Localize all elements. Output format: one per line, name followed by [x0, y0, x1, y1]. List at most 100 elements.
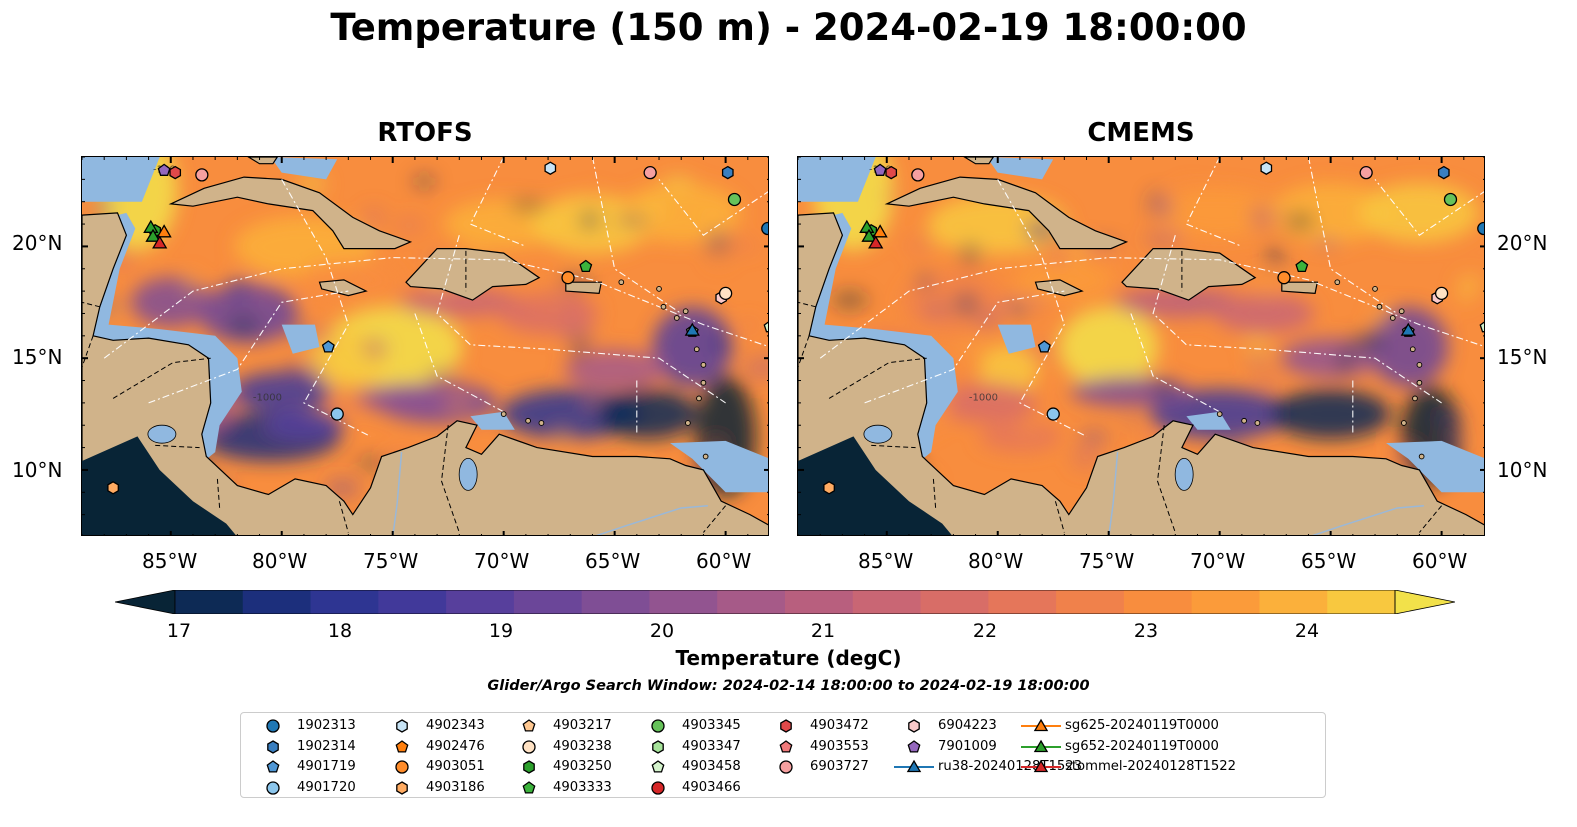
colorbar-segment — [1123, 590, 1193, 614]
cmems-float-4903051 — [1277, 271, 1291, 285]
triangle-line-marker-icon — [894, 759, 934, 773]
lon-label-85w: 85°W — [142, 549, 198, 573]
lon-label-70w: 70°W — [474, 549, 530, 573]
hexagon-marker-icon — [652, 739, 664, 754]
triangle-line-marker-icon — [1021, 739, 1061, 752]
legend-item-stommel-20240128T1522: stommel-20240128T1522 — [1021, 757, 1321, 777]
cmems-float-1902313 — [1477, 221, 1484, 236]
rtofs-float-4903458 — [763, 321, 768, 333]
legend-item-4903238: 4903238 — [509, 737, 634, 757]
cmems-glider-sg625-20240119T0000 — [872, 224, 888, 238]
lat-label-10n-right: 10°N — [1497, 458, 1548, 482]
legend-marker-1902314 — [267, 739, 279, 754]
rtofs-float-1902313 — [761, 221, 768, 236]
legend-item-4903250: 4903250 — [509, 757, 634, 777]
colorbar-segment — [988, 590, 1057, 614]
legend-label: sg625-20240119T0000 — [1065, 718, 1219, 733]
rtofs-float-4902343 — [544, 161, 557, 175]
circle-marker-icon — [522, 739, 536, 754]
pentagon-marker-icon — [395, 739, 409, 753]
rtofs-glider-sg652-20240119T0000 — [145, 228, 161, 242]
legend-marker-4902343 — [396, 719, 408, 733]
legend-label: 4901720 — [297, 779, 356, 795]
rtofs-float-6903727 — [195, 168, 209, 182]
colorbar-segment — [649, 590, 718, 614]
cmems-contour-label-1000: -1000 — [969, 393, 998, 404]
legend-marker-4903458 — [651, 760, 665, 773]
colorbar-segment — [852, 590, 922, 614]
legend-item-4903186: 4903186 — [382, 778, 507, 798]
legend-marker-4903345 — [651, 719, 665, 733]
colorbar-segment — [1056, 590, 1125, 614]
legend-marker-7901009 — [907, 739, 921, 753]
legend-marker-4903250 — [523, 760, 535, 774]
rtofs-float-4903051 — [561, 271, 575, 285]
legend-item-7901009: 7901009 — [894, 737, 1019, 757]
circle-marker-icon — [651, 780, 665, 795]
legend-label: 4903051 — [426, 759, 485, 774]
legend-label: 4903333 — [553, 779, 612, 795]
rtofs-float-6903727 — [643, 165, 657, 180]
rtofs-map: -1000-100 — [81, 156, 769, 536]
circle-marker-icon — [266, 780, 280, 795]
rtofs-float-4903345 — [727, 192, 742, 207]
lon-label-75w: 75°W — [363, 549, 419, 573]
legend-label: 4903347 — [682, 738, 741, 754]
colorbar-tick-24: 24 — [1294, 620, 1320, 642]
cmems-float-6903727 — [1359, 165, 1373, 180]
cmems-float-4903458 — [1479, 321, 1484, 333]
legend-item-1902314: 1902314 — [253, 737, 378, 757]
legend-label: 4903250 — [553, 759, 612, 774]
circle-marker-icon — [395, 760, 409, 774]
circle-marker-icon — [651, 719, 665, 733]
legend-item-4902476: 4902476 — [382, 737, 507, 757]
legend-marker-4903553 — [779, 739, 793, 753]
legend-marker-4903238 — [522, 739, 536, 754]
colorbar-segment — [581, 590, 650, 614]
colorbar-segment — [242, 590, 312, 614]
colorbar-segment — [1259, 590, 1328, 614]
lon-label-75w-b: 75°W — [1079, 549, 1135, 573]
pentagon-marker-icon — [907, 739, 921, 753]
lat-label-20n: 20°N — [12, 231, 63, 255]
legend-item-ru38-20240128T1523: ru38-20240128T1523 — [894, 757, 1082, 777]
pentagon-marker-icon — [266, 760, 280, 773]
colorbar-segment — [717, 590, 786, 614]
cmems-map: -1000-100 — [797, 156, 1485, 536]
cmems-float-4903333 — [1295, 259, 1309, 273]
colorbar-segment — [513, 590, 583, 614]
lon-label-65w: 65°W — [585, 549, 641, 573]
cmems-float-6903727 — [911, 168, 925, 182]
pentagon-marker-icon — [522, 719, 536, 732]
lon-label-80w: 80°W — [252, 549, 308, 573]
hexagon-marker-icon — [908, 719, 920, 733]
lat-label-20n-right: 20°N — [1497, 231, 1548, 255]
cmems-float-4901719 — [1037, 340, 1051, 353]
legend-marker-4903217 — [522, 719, 536, 732]
legend-label: 6903727 — [810, 759, 869, 774]
search-window-text: Glider/Argo Search Window: 2024-02-14 18… — [487, 678, 1090, 694]
rtofs-float-4901720 — [330, 407, 344, 421]
legend-item-sg625-20240119T0000: sg625-20240119T0000 — [1021, 716, 1321, 736]
legend-item-4903458: 4903458 — [638, 757, 763, 777]
legend-label: 4901719 — [297, 759, 356, 774]
legend-item-1902313: 1902313 — [253, 716, 378, 736]
lat-label-15n: 15°N — [12, 345, 63, 369]
colorbar-segment — [310, 590, 379, 614]
legend-label: 4903238 — [553, 738, 612, 754]
circle-marker-icon — [779, 760, 793, 774]
legend-item-4903217: 4903217 — [509, 716, 634, 736]
panel-title-cmems: CMEMS — [1087, 118, 1195, 148]
legend-item-6904223: 6904223 — [894, 716, 1019, 736]
legend-label: 4903466 — [682, 779, 741, 795]
rtofs-contour-label-1000: -1000 — [253, 393, 282, 404]
cmems-glider-stommel-20240128T1522 — [868, 235, 884, 249]
rtofs-glider-sg625-20240119T0000 — [156, 224, 172, 238]
legend-marker-4903466 — [651, 780, 665, 795]
legend-marker-4903333 — [522, 780, 536, 794]
rtofs-glider-ru38-20240128T1523 — [684, 322, 700, 336]
lon-label-85w-b: 85°W — [858, 549, 914, 573]
colorbar-extend-max — [1394, 589, 1456, 615]
legend-item-4903347: 4903347 — [638, 737, 763, 757]
hexagon-marker-icon — [396, 719, 408, 733]
